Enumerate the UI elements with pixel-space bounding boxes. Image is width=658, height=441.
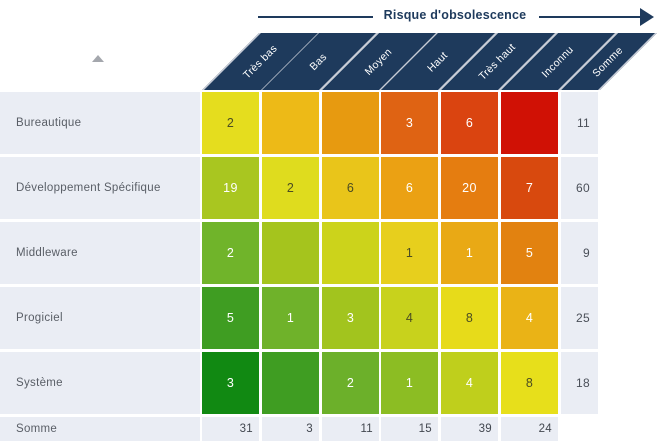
row-label-systeme: Système — [0, 352, 200, 414]
heat-cell[interactable]: 8 — [441, 287, 498, 349]
heat-cell[interactable] — [262, 352, 319, 414]
heat-cell[interactable] — [322, 222, 379, 284]
column-header-label: Bas — [308, 50, 330, 73]
heat-cell[interactable]: 3 — [322, 287, 379, 349]
heat-cell[interactable]: 1 — [381, 222, 438, 284]
heat-cell[interactable]: 20 — [441, 157, 498, 219]
arrow-right-icon — [640, 8, 654, 26]
heat-cell[interactable]: 8 — [501, 352, 558, 414]
heat-cell[interactable]: 1 — [441, 222, 498, 284]
row-sum-cell: 9 — [561, 222, 598, 284]
heat-cell[interactable]: 1 — [381, 352, 438, 414]
heat-cell[interactable] — [262, 222, 319, 284]
heat-cell[interactable] — [322, 92, 379, 154]
column-sum-cell: 24 — [501, 417, 558, 441]
row-sum-cell: 18 — [561, 352, 598, 414]
heat-cell[interactable]: 4 — [381, 287, 438, 349]
column-sum-cell: 15 — [381, 417, 438, 441]
sort-ascending-icon[interactable] — [92, 55, 104, 62]
column-header-label: Moyen — [363, 45, 395, 78]
heat-cell[interactable]: 6 — [441, 92, 498, 154]
footer-sum-label: Somme — [0, 417, 200, 441]
column-sum-cell: 31 — [202, 417, 259, 441]
heat-cell[interactable]: 6 — [322, 157, 379, 219]
heat-cell[interactable]: 5 — [501, 222, 558, 284]
heat-cell[interactable]: 7 — [501, 157, 558, 219]
axis-title: Risque d'obsolescence — [383, 8, 527, 22]
arrow-line-left — [258, 16, 373, 18]
arrow-line-right — [539, 16, 641, 18]
heat-cell[interactable]: 5 — [202, 287, 259, 349]
column-header-label: Inconnu — [539, 43, 577, 80]
row-label-bureautique: Bureautique — [0, 92, 200, 154]
column-header-label: Haut — [425, 48, 451, 75]
column-header-label: Très bas — [241, 42, 281, 81]
row-label-progiciel: Progiciel — [0, 287, 200, 349]
heat-cell[interactable]: 2 — [202, 92, 259, 154]
row-label-middleware: Middleware — [0, 222, 200, 284]
heat-cell[interactable]: 1 — [262, 287, 319, 349]
heat-cell[interactable]: 2 — [322, 352, 379, 414]
column-sum-cell: 39 — [441, 417, 498, 441]
heat-cell[interactable]: 19 — [202, 157, 259, 219]
heat-cell[interactable]: 6 — [381, 157, 438, 219]
heat-cell[interactable] — [262, 92, 319, 154]
row-label-developpement-specifique: Développement Spécifique — [0, 157, 200, 219]
column-header-label: Très haut — [477, 40, 519, 83]
row-sum-cell: 60 — [561, 157, 598, 219]
heat-cell[interactable]: 3 — [381, 92, 438, 154]
heat-cell[interactable]: 3 — [202, 352, 259, 414]
heat-cell[interactable]: 2 — [202, 222, 259, 284]
column-sum-cell: 3 — [262, 417, 319, 441]
heat-cell[interactable]: 2 — [262, 157, 319, 219]
heat-cell[interactable] — [501, 92, 558, 154]
heat-cell[interactable]: 4 — [501, 287, 558, 349]
heat-cell[interactable]: 4 — [441, 352, 498, 414]
column-sum-cell: 11 — [322, 417, 379, 441]
row-sum-cell: 11 — [561, 92, 598, 154]
row-sum-cell: 25 — [561, 287, 598, 349]
